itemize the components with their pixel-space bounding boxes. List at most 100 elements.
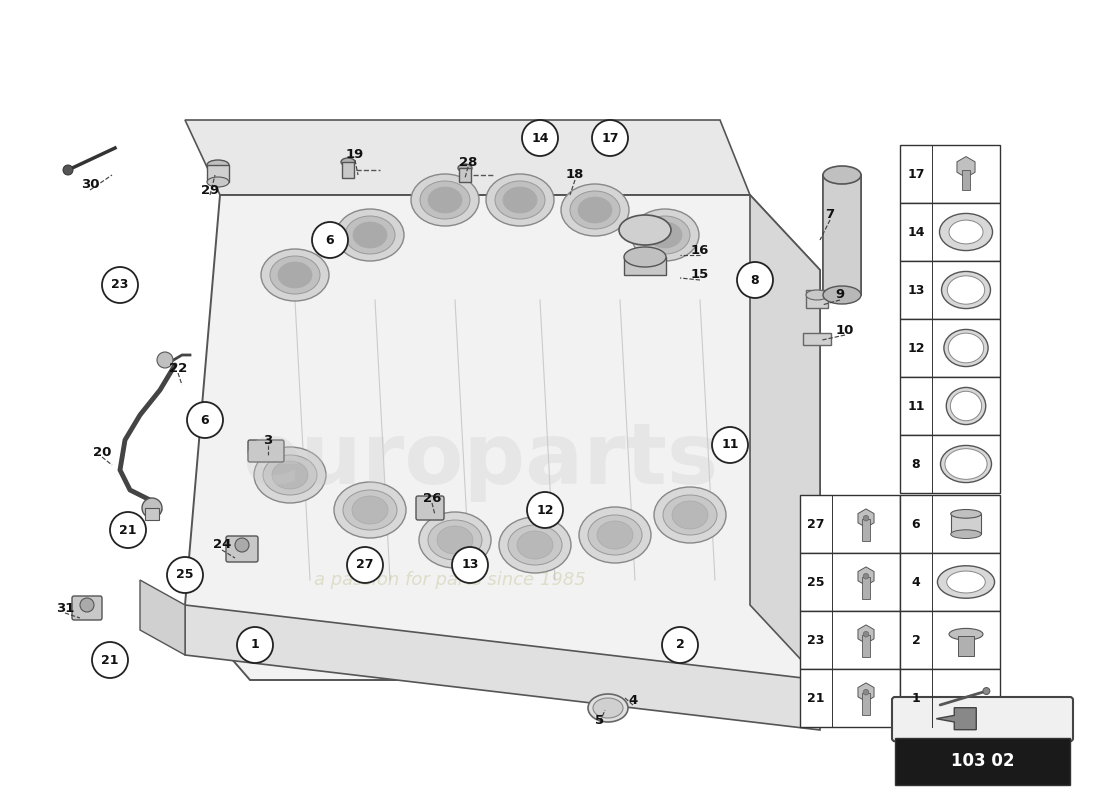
Ellipse shape bbox=[624, 247, 666, 267]
Text: 29: 29 bbox=[201, 183, 219, 197]
Ellipse shape bbox=[949, 629, 983, 640]
Text: 23: 23 bbox=[111, 278, 129, 291]
Bar bbox=[862, 694, 869, 715]
Ellipse shape bbox=[336, 209, 404, 261]
Ellipse shape bbox=[499, 517, 571, 573]
Circle shape bbox=[712, 427, 748, 463]
Ellipse shape bbox=[353, 222, 387, 248]
Ellipse shape bbox=[579, 507, 651, 563]
Polygon shape bbox=[858, 509, 874, 527]
Bar bbox=[958, 636, 975, 656]
Text: 14: 14 bbox=[908, 226, 925, 238]
Text: 21: 21 bbox=[119, 523, 136, 537]
Ellipse shape bbox=[437, 526, 473, 554]
Ellipse shape bbox=[946, 387, 986, 425]
Circle shape bbox=[452, 547, 488, 583]
Text: europarts: europarts bbox=[242, 418, 718, 502]
Ellipse shape bbox=[939, 214, 992, 250]
Text: 2: 2 bbox=[675, 638, 684, 651]
Ellipse shape bbox=[517, 531, 553, 559]
Ellipse shape bbox=[428, 187, 462, 213]
Ellipse shape bbox=[806, 290, 828, 300]
Ellipse shape bbox=[947, 571, 986, 593]
Circle shape bbox=[187, 402, 223, 438]
Text: 31: 31 bbox=[56, 602, 74, 614]
Ellipse shape bbox=[937, 566, 994, 598]
Text: 12: 12 bbox=[537, 503, 553, 517]
Text: 11: 11 bbox=[908, 399, 925, 413]
Ellipse shape bbox=[950, 530, 981, 538]
Bar bbox=[900, 145, 1000, 203]
Ellipse shape bbox=[345, 216, 395, 254]
Circle shape bbox=[157, 352, 173, 368]
Ellipse shape bbox=[207, 177, 229, 187]
Bar bbox=[900, 319, 1000, 377]
Text: 30: 30 bbox=[80, 178, 99, 191]
Polygon shape bbox=[936, 708, 977, 730]
Bar bbox=[900, 553, 1000, 611]
Text: 4: 4 bbox=[628, 694, 638, 706]
Text: 11: 11 bbox=[722, 438, 739, 451]
Circle shape bbox=[63, 165, 73, 175]
Circle shape bbox=[102, 267, 138, 303]
Ellipse shape bbox=[254, 447, 326, 503]
Text: 23: 23 bbox=[807, 634, 825, 646]
Polygon shape bbox=[957, 157, 975, 178]
Text: 5: 5 bbox=[595, 714, 605, 726]
Bar bbox=[900, 203, 1000, 261]
Bar bbox=[862, 635, 869, 658]
Text: 2: 2 bbox=[912, 634, 921, 646]
Circle shape bbox=[312, 222, 348, 258]
Polygon shape bbox=[858, 567, 874, 586]
Bar bbox=[862, 578, 869, 599]
Circle shape bbox=[983, 687, 990, 694]
Text: 1: 1 bbox=[251, 638, 260, 651]
Bar bbox=[862, 519, 869, 542]
Bar bbox=[800, 495, 900, 553]
Text: 14: 14 bbox=[531, 131, 549, 145]
Text: a passion for parts since 1985: a passion for parts since 1985 bbox=[315, 571, 586, 589]
Ellipse shape bbox=[648, 222, 682, 248]
Text: 8: 8 bbox=[912, 458, 921, 470]
Ellipse shape bbox=[278, 262, 312, 288]
Ellipse shape bbox=[593, 698, 623, 718]
Text: 6: 6 bbox=[912, 518, 921, 530]
Ellipse shape bbox=[672, 501, 708, 529]
Text: 25: 25 bbox=[176, 569, 194, 582]
Text: 7: 7 bbox=[825, 209, 835, 222]
Ellipse shape bbox=[950, 391, 981, 421]
Text: 22: 22 bbox=[169, 362, 187, 374]
Bar bbox=[342, 162, 354, 178]
Text: 13: 13 bbox=[908, 283, 925, 297]
Bar bbox=[624, 257, 666, 275]
Ellipse shape bbox=[263, 455, 317, 495]
Text: 10: 10 bbox=[836, 323, 855, 337]
Circle shape bbox=[864, 631, 869, 637]
Ellipse shape bbox=[503, 187, 537, 213]
Bar bbox=[900, 669, 1000, 727]
Text: 12: 12 bbox=[908, 342, 925, 354]
FancyBboxPatch shape bbox=[416, 496, 444, 520]
Bar bbox=[800, 669, 900, 727]
Ellipse shape bbox=[940, 446, 991, 482]
Ellipse shape bbox=[654, 487, 726, 543]
Text: 1: 1 bbox=[912, 691, 921, 705]
Ellipse shape bbox=[486, 174, 554, 226]
Polygon shape bbox=[185, 120, 750, 195]
FancyBboxPatch shape bbox=[226, 536, 258, 562]
Ellipse shape bbox=[411, 174, 478, 226]
Bar bbox=[962, 170, 970, 190]
Text: 21: 21 bbox=[101, 654, 119, 666]
Text: 4: 4 bbox=[912, 575, 921, 589]
Ellipse shape bbox=[823, 286, 861, 304]
Bar bbox=[800, 553, 900, 611]
Ellipse shape bbox=[561, 184, 629, 236]
Ellipse shape bbox=[419, 512, 491, 568]
Bar bbox=[895, 738, 1070, 785]
Circle shape bbox=[235, 538, 249, 552]
Circle shape bbox=[80, 598, 94, 612]
Text: 8: 8 bbox=[750, 274, 759, 286]
Bar bbox=[900, 261, 1000, 319]
Bar bbox=[900, 611, 1000, 669]
Text: 17: 17 bbox=[602, 131, 618, 145]
